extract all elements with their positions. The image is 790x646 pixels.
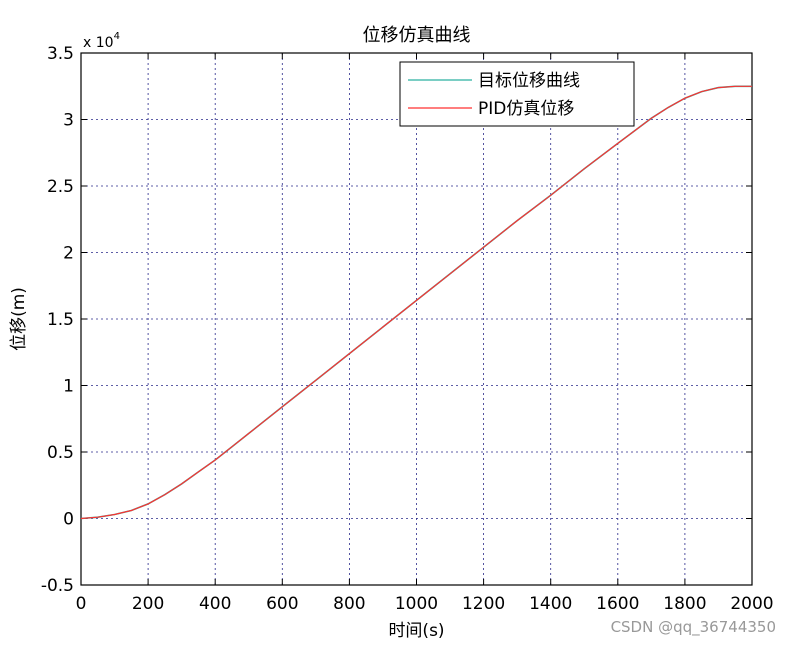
watermark: CSDN @qq_36744350 [611, 618, 776, 637]
x-axis-label: 时间(s) [388, 621, 444, 641]
series-lines [80, 85, 752, 520]
y-tick-label: 0 [63, 510, 74, 530]
y-tick-label: -0.5 [41, 576, 74, 596]
x-tick-label: 200 [132, 594, 164, 614]
x-tick-label: 400 [199, 594, 231, 614]
y-tick-label: 1 [63, 377, 74, 397]
grid-lines [81, 53, 752, 585]
x-tick-label: 1200 [462, 594, 505, 614]
legend-label-pid: PID仿真位移 [478, 99, 574, 119]
x-tick-label: 1400 [529, 594, 572, 614]
legend-box [399, 61, 635, 127]
y-exponent-prefix: x 10 [83, 35, 114, 51]
y-axis-exponent: x 104 [83, 31, 120, 51]
x-tick-label: 800 [333, 594, 365, 614]
x-tick-label: 0 [76, 594, 87, 614]
x-tick-label: 600 [266, 594, 298, 614]
y-tick-label: 3 [63, 111, 74, 131]
legend-label-target: 目标位移曲线 [478, 71, 580, 91]
y-tick-label: 2.5 [47, 177, 74, 197]
y-tick-label: 0.5 [47, 443, 74, 463]
x-tick-label: 1600 [596, 594, 639, 614]
x-tick-label: 1800 [663, 594, 706, 614]
axis-ticks: 0 200 400 600 800 1000 1200 1400 1600 1800 2000 -0.… [41, 44, 774, 614]
x-tick-label: 2000 [730, 594, 773, 614]
legend: 目标位移曲线 PID仿真位移 [399, 61, 635, 127]
y-axis-label: 位移(m) [9, 287, 29, 351]
y-tick-label: 1.5 [47, 310, 74, 330]
y-tick-label: 2 [63, 244, 74, 264]
chart-title: 位移仿真曲线 [363, 25, 471, 46]
y-tick-label: 3.5 [47, 44, 74, 64]
y-exponent-power: 4 [114, 31, 120, 42]
x-tick-label: 1000 [395, 594, 438, 614]
series-line-1 [80, 85, 752, 520]
